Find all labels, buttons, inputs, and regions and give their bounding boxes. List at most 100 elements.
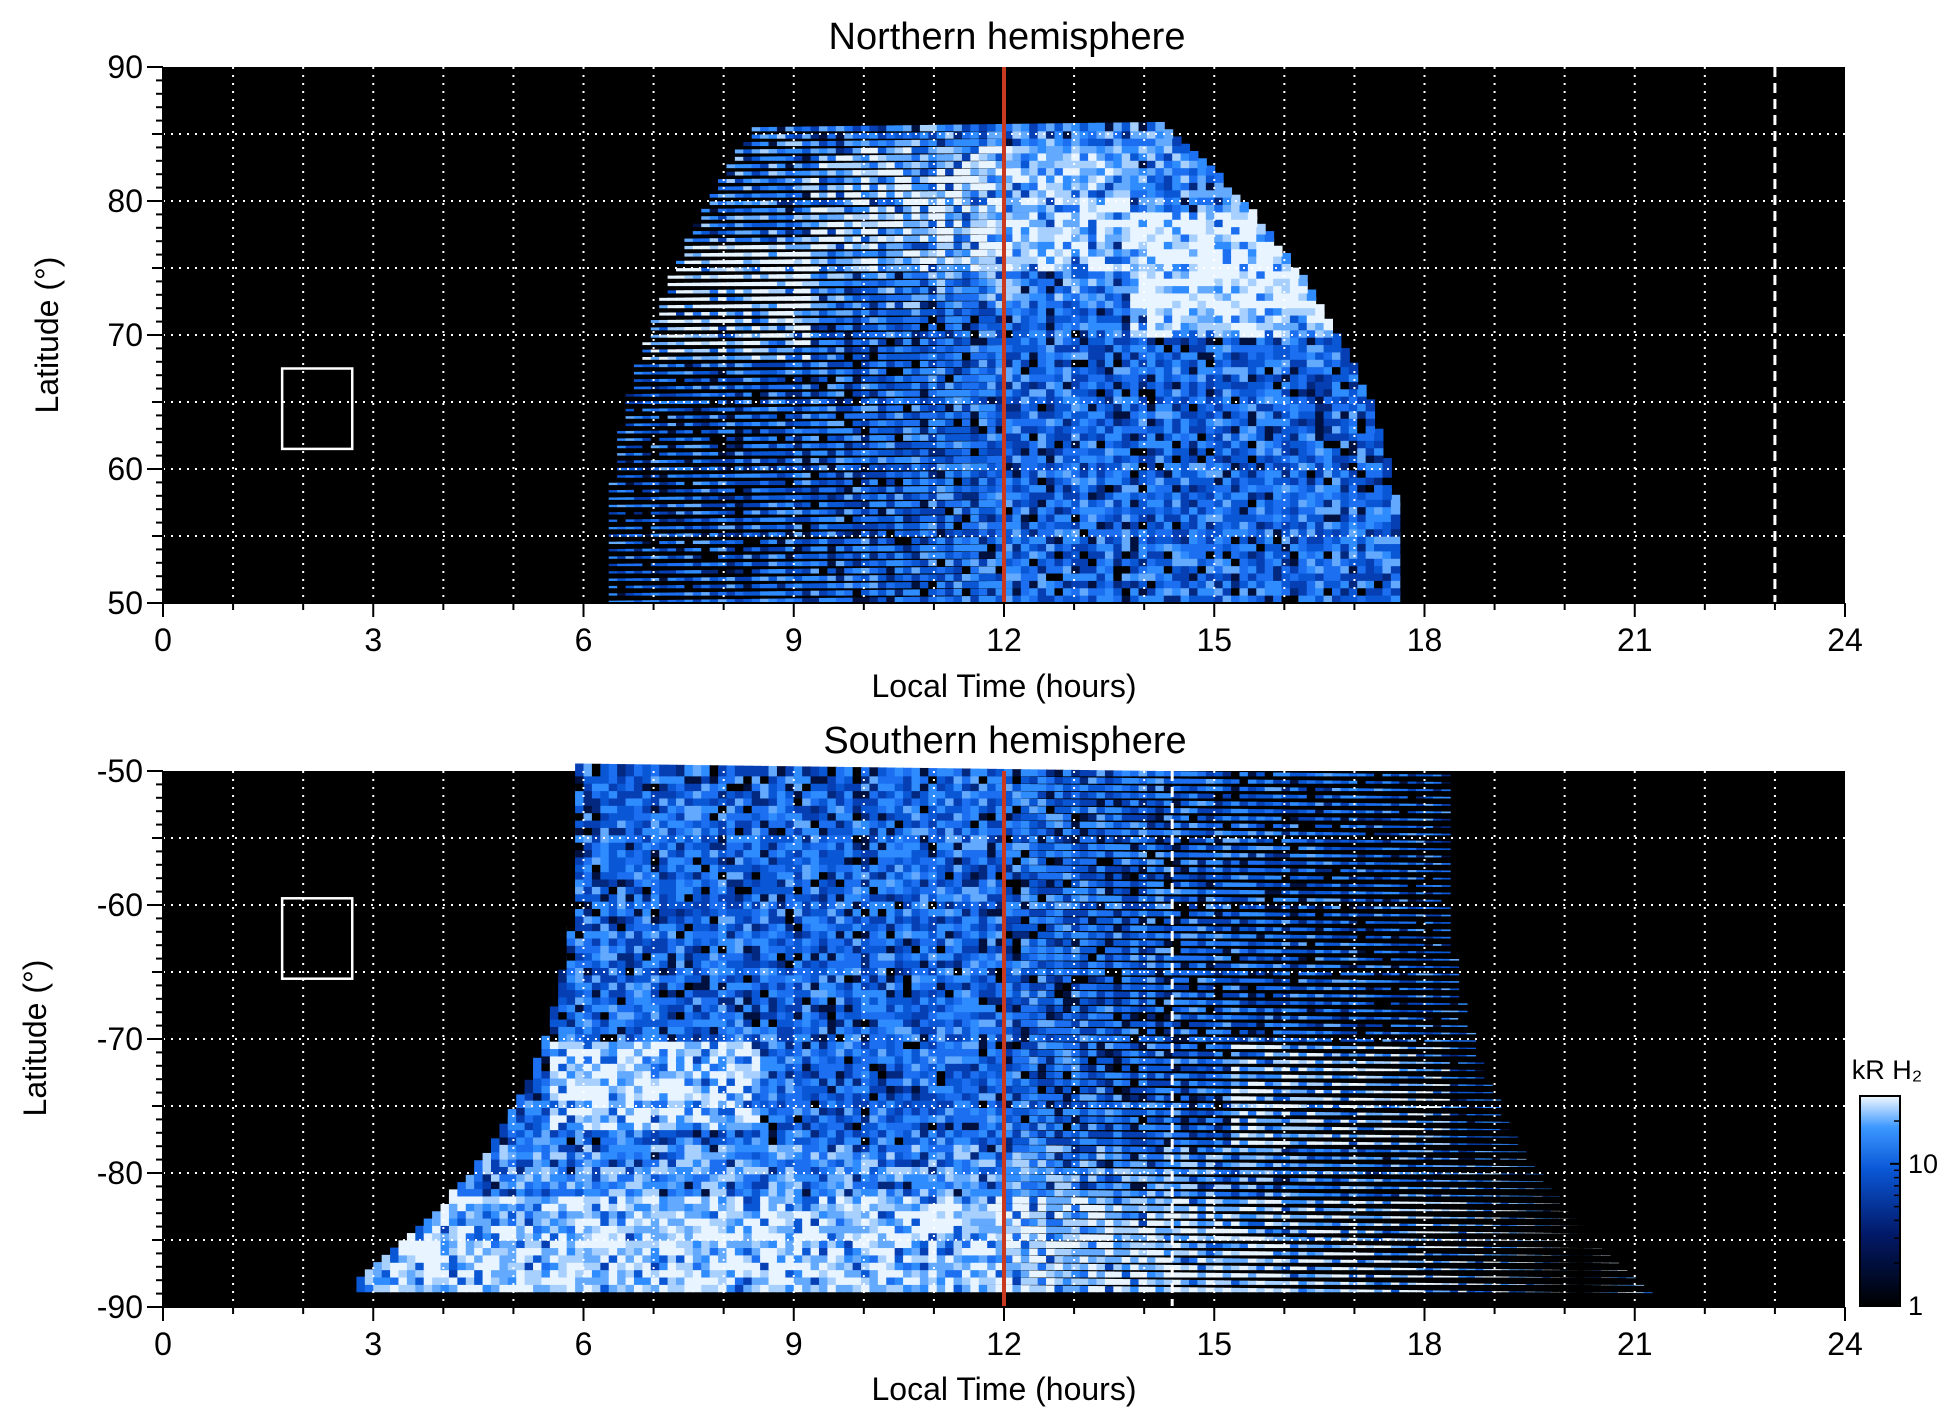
emission-cell (869, 376, 879, 382)
emission-cell (903, 302, 913, 309)
emission-cell (861, 567, 871, 574)
emission-cell (625, 534, 635, 537)
emission-cell (810, 281, 820, 287)
emission-cell (701, 577, 711, 581)
emission-cell (818, 457, 829, 463)
emission-cell (961, 581, 972, 589)
emission-cell (1113, 490, 1123, 500)
emission-cell (734, 363, 745, 368)
emission-cell (625, 593, 635, 596)
emission-cell (1062, 300, 1073, 309)
emission-cell (911, 434, 921, 441)
emission-cell (1029, 160, 1039, 169)
emission-cell (818, 472, 829, 478)
emission-cell (1079, 351, 1090, 360)
emission-cell (726, 473, 736, 478)
northern-hemisphere-panel: Northern hemisphere 0 3 6 9 12 15 18 21 24506070… (29, 16, 1863, 704)
emission-cell (861, 162, 871, 169)
emission-cell (802, 568, 812, 574)
emission-cell (953, 419, 963, 427)
emission-cell (709, 208, 720, 213)
emission-cell (785, 237, 795, 242)
emission-cell (718, 451, 728, 456)
emission-cell (1079, 314, 1090, 323)
emission-cell (726, 296, 736, 301)
emission-cell (936, 382, 947, 390)
emission-cell (676, 474, 686, 478)
emission-cell (1054, 535, 1064, 545)
emission-cell (667, 504, 678, 508)
emission-cell (810, 553, 820, 559)
emission-cell (869, 339, 879, 346)
emission-cell (743, 407, 753, 412)
emission-cell (953, 316, 963, 323)
emission-cell (810, 251, 820, 257)
emission-cell (978, 522, 989, 530)
emission-cell (1054, 211, 1064, 220)
emission-cell (835, 185, 846, 191)
emission-cell (793, 178, 804, 183)
emission-cell (1163, 497, 1174, 508)
emission-cell (1096, 469, 1106, 478)
emission-cell (928, 478, 938, 486)
emission-cell (945, 168, 955, 176)
emission-cell (760, 473, 770, 478)
emission-cell (1037, 521, 1048, 530)
emission-cell (970, 153, 980, 161)
emission-cell (1037, 344, 1048, 353)
emission-cell (760, 480, 770, 486)
emission-cell (810, 163, 820, 169)
emission-cell (734, 576, 745, 581)
emission-cell (776, 281, 787, 287)
emission-cell (852, 479, 863, 486)
emission-cell (1096, 358, 1106, 368)
emission-cell (1071, 432, 1081, 441)
emission-cell (919, 235, 930, 242)
emission-cell (1037, 256, 1048, 264)
emission-cell (776, 288, 787, 294)
emission-cell (709, 429, 720, 434)
emission-cell (760, 362, 770, 368)
emission-cell (650, 320, 661, 323)
emission-cell (709, 363, 720, 368)
emission-cell (827, 546, 837, 552)
emission-cell (1062, 366, 1073, 375)
emission-cell (894, 199, 905, 206)
emission-cell (659, 496, 669, 500)
emission-cell (928, 441, 938, 449)
emission-cell (945, 176, 955, 183)
emission-cell (1146, 497, 1157, 508)
emission-cell (768, 266, 778, 272)
emission-cell (961, 338, 972, 346)
emission-cell (945, 522, 955, 530)
emission-cell (1071, 484, 1081, 493)
emission-cell (1054, 484, 1064, 493)
emission-cell (869, 346, 879, 353)
emission-cell (743, 562, 753, 567)
emission-cell (1054, 285, 1064, 294)
emission-cell (1054, 174, 1064, 183)
emission-cell (978, 293, 989, 301)
emission-cell (1037, 351, 1048, 360)
emission-cell (676, 452, 686, 456)
emission-cell (844, 457, 854, 463)
emission-cell (835, 516, 846, 522)
emission-cell (718, 348, 728, 353)
emission-cell (827, 369, 837, 375)
emission-cell (743, 517, 753, 522)
emission-cell (701, 503, 711, 508)
emission-cell (734, 245, 745, 250)
emission-cell (894, 368, 905, 375)
emission-cell (827, 443, 837, 449)
emission-cell (835, 170, 846, 176)
emission-cell (667, 297, 678, 301)
emission-cell (633, 393, 644, 397)
emission-cell (1180, 571, 1191, 581)
emission-cell (1113, 549, 1123, 559)
emission-cell (659, 459, 669, 463)
emission-cell (802, 340, 812, 346)
emission-cell (936, 426, 947, 434)
emission-cell (1155, 578, 1165, 589)
emission-cell (1020, 212, 1031, 220)
emission-cell (718, 503, 728, 508)
